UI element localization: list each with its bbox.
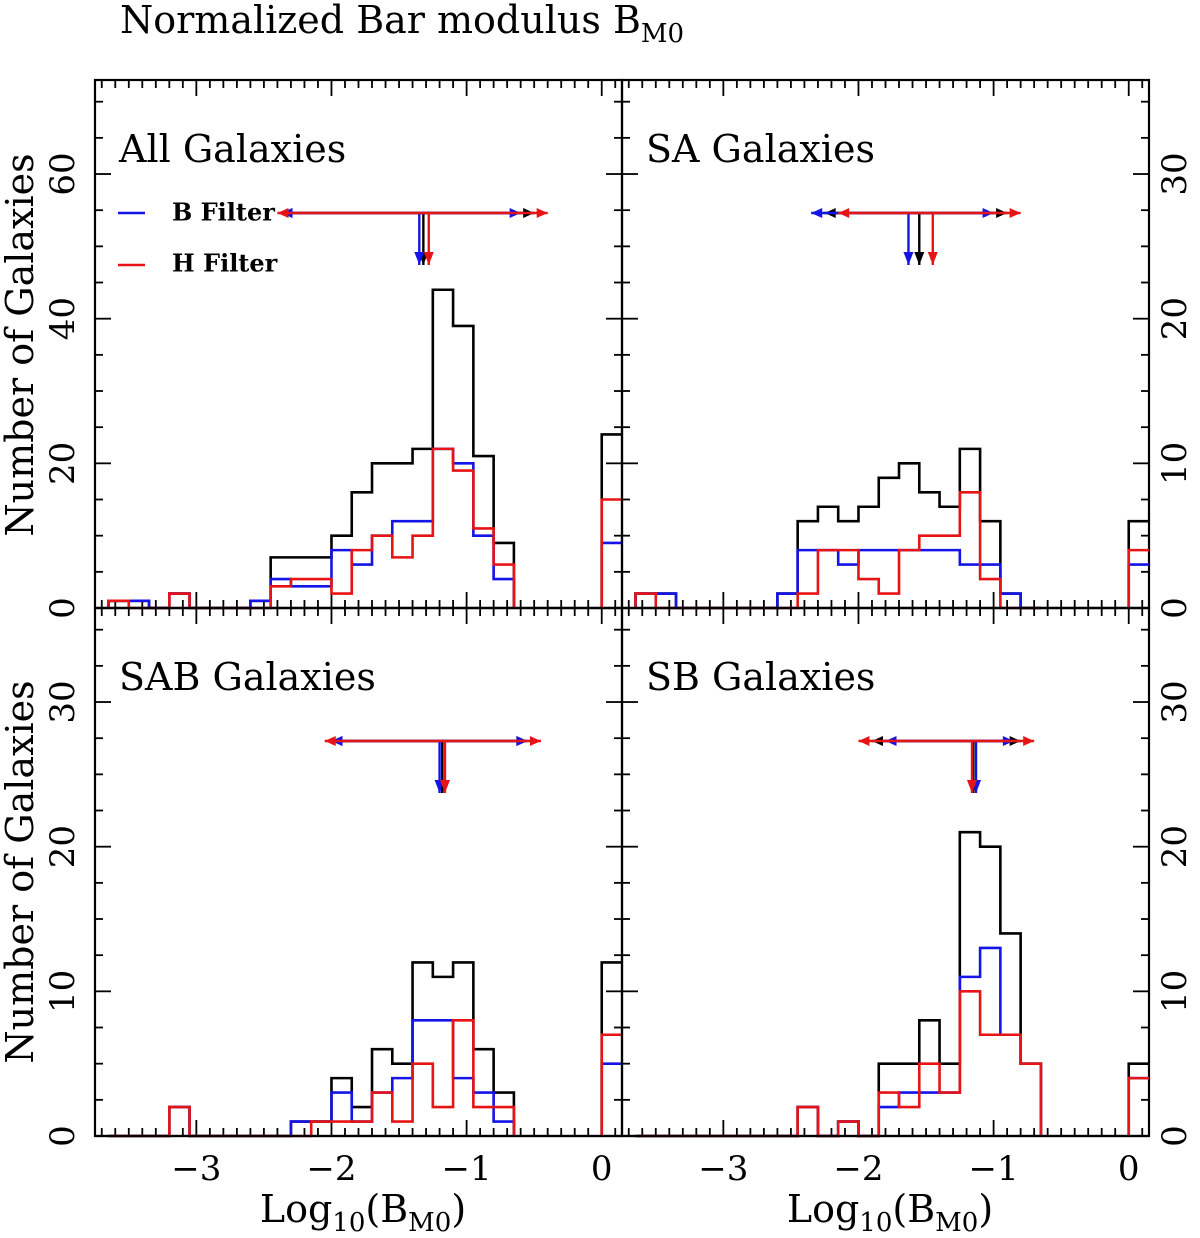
- y-axis-label-bottom: Number of Galaxies: [0, 680, 42, 1063]
- figure-title: Normalized Bar modulus BM0: [120, 0, 684, 49]
- y-tick-label: 10: [43, 970, 83, 1013]
- mean-arrowhead: [423, 252, 434, 265]
- y-tick-label: 30: [1155, 152, 1195, 195]
- range-arrow-h-filter: [838, 208, 1021, 265]
- figure-title-subscript: M0: [640, 19, 685, 49]
- histogram-b-filter: [107, 447, 516, 610]
- range-arrow-all: [281, 208, 535, 265]
- y-tick-label: 20: [1155, 297, 1195, 340]
- range-arrowhead-left: [838, 208, 850, 218]
- y-axis-labels: Number of Galaxies Number of Galaxies: [0, 153, 42, 1063]
- y-tick-label: 0: [43, 597, 83, 619]
- y-tick-label: 0: [43, 1125, 83, 1147]
- range-arrowhead-left: [811, 208, 823, 218]
- x-tick-label: −2: [833, 1149, 883, 1189]
- panel-4: −3 −2 −1 00 10 20 30 SB Galaxies: [620, 606, 1195, 1189]
- x-tick-label: 0: [1118, 1149, 1140, 1189]
- zero-bin-h-filter: [600, 1033, 622, 1136]
- range-arrow-b-filter: [281, 208, 521, 265]
- mean-arrowhead: [966, 780, 977, 793]
- range-arrow-b-filter: [811, 208, 994, 265]
- panels-group: 0 20 40 60 All Galaxies B Filter H Filter 0 10 20…: [43, 78, 1195, 1189]
- zero-bin-h-filter: [600, 498, 622, 608]
- range-arrowhead-left: [858, 736, 870, 746]
- legend-label-h: H Filter: [172, 249, 278, 278]
- x-axis-label-right: Log10(BM0): [787, 1187, 993, 1238]
- y-tick-label: 20: [43, 825, 83, 868]
- range-arrow-b-filter: [885, 736, 1014, 793]
- range-arrow-b-filter: [331, 736, 528, 793]
- range-arrowhead-right: [1023, 736, 1035, 746]
- panel-title: SAB Galaxies: [119, 655, 376, 699]
- zero-bin-all: [600, 433, 622, 608]
- x-tick-label: 0: [591, 1149, 613, 1189]
- y-tick-label: 30: [43, 680, 83, 723]
- histogram-b-filter: [635, 946, 1043, 1138]
- range-arrowhead-right: [529, 736, 541, 746]
- mean-arrowhead: [914, 252, 925, 265]
- zero-bin-b-filter: [600, 541, 622, 608]
- panel-title: SB Galaxies: [646, 655, 875, 699]
- x-axis-label-left: Log10(BM0): [260, 1187, 466, 1238]
- range-arrowhead-right: [536, 208, 548, 218]
- histogram-h-filter: [635, 990, 1043, 1138]
- range-arrow-h-filter: [324, 736, 541, 793]
- y-tick-label: 10: [1155, 970, 1195, 1013]
- histogram-h-filter: [108, 1018, 516, 1138]
- x-tick-label: −3: [171, 1149, 221, 1189]
- mean-arrowhead: [439, 780, 450, 793]
- y-tick-label: 20: [43, 442, 83, 485]
- panel-1: 0 20 40 60 All Galaxies B Filter H Filter: [43, 78, 624, 619]
- y-tick-label: 40: [43, 297, 83, 340]
- panel-2: 0 10 20 30 SA Galaxies: [620, 78, 1195, 619]
- y-tick-label: 60: [43, 152, 83, 195]
- mean-arrowhead: [414, 252, 425, 265]
- panel-3: −3 −2 −1 0 0 10 20 30 SAB Galaxies: [43, 606, 624, 1189]
- histogram-all: [635, 830, 1043, 1138]
- legend: B Filter H Filter: [118, 198, 278, 278]
- histogram-h-filter: [107, 447, 516, 610]
- y-tick-label: 10: [1155, 442, 1195, 485]
- y-tick-label: 20: [1155, 825, 1195, 868]
- mean-arrowhead: [903, 252, 914, 265]
- panel-title: SA Galaxies: [646, 127, 875, 171]
- range-arrow-h-filter: [277, 208, 548, 265]
- range-arrow-all: [331, 736, 528, 793]
- x-tick-label: −1: [969, 1149, 1019, 1189]
- x-axis-labels: Log10(BM0) Log10(BM0): [260, 1187, 993, 1238]
- figure-title-main: Normalized Bar modulus B: [120, 0, 641, 42]
- range-arrow-all: [824, 208, 1008, 265]
- range-arrowhead-right: [1009, 208, 1021, 218]
- y-tick-label: 0: [1155, 1125, 1195, 1147]
- panel-title: All Galaxies: [118, 127, 346, 171]
- zero-bin-b-filter: [1127, 1076, 1149, 1136]
- range-arrowhead-left: [324, 736, 336, 746]
- y-axis-label-top: Number of Galaxies: [0, 153, 42, 536]
- zero-bin-all: [600, 961, 622, 1136]
- x-tick-label: −3: [698, 1149, 748, 1189]
- legend-label-b: B Filter: [172, 198, 275, 227]
- zero-bin-h-filter: [1127, 1076, 1149, 1136]
- zero-bin-h-filter: [1127, 548, 1149, 608]
- x-tick-label: −2: [306, 1149, 356, 1189]
- mean-arrowhead: [927, 252, 938, 265]
- x-tick-label: −1: [442, 1149, 492, 1189]
- y-tick-label: 30: [1155, 680, 1195, 723]
- y-tick-label: 0: [1155, 597, 1195, 619]
- range-arrowhead-left: [277, 208, 289, 218]
- range-arrow-h-filter: [858, 736, 1035, 793]
